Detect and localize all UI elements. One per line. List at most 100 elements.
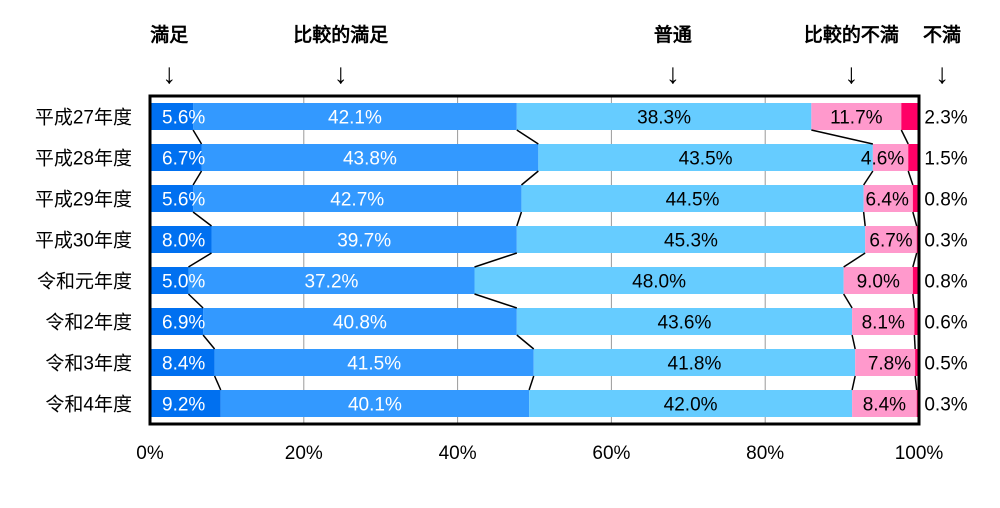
legend-header: 不満 (923, 24, 961, 46)
arrow-down-icon: ↓ (666, 58, 680, 89)
series-line (862, 211, 866, 227)
data-label: 40.8% (333, 313, 387, 334)
bar-segment (516, 103, 812, 130)
data-label: 8.0% (162, 231, 205, 252)
bar-segment (908, 144, 920, 171)
series-line (202, 334, 216, 350)
series-line (811, 129, 874, 145)
series-line (914, 375, 918, 391)
data-label: 11.7% (830, 108, 883, 129)
bar-segment (863, 185, 913, 212)
bar-segment (214, 349, 534, 376)
series-line (912, 293, 916, 309)
data-label: 6.7% (869, 231, 912, 252)
data-label: 5.0% (162, 272, 205, 293)
bar-segment (150, 349, 215, 376)
x-tick-label: 40% (439, 443, 477, 464)
bar-segment (150, 185, 194, 212)
data-label: 43.6% (658, 313, 712, 334)
legend-header: 比較的満足 (293, 23, 389, 46)
bar-segment (914, 308, 919, 335)
series-line (528, 375, 535, 391)
series-line (188, 252, 212, 268)
data-label: 0.8% (924, 272, 967, 293)
legend-header: 満足 (150, 24, 189, 46)
series-line (520, 170, 539, 186)
data-label: 37.2% (305, 272, 359, 293)
category-label: 平成30年度 (35, 230, 132, 252)
bar-segment (865, 226, 917, 253)
category-label: 令和2年度 (45, 312, 132, 334)
series-line (192, 170, 203, 186)
bar-segment (811, 103, 902, 130)
data-label: 8.1% (862, 313, 905, 334)
series-line (900, 129, 909, 145)
data-label: 0.3% (924, 231, 967, 252)
category-label: 令和3年度 (45, 353, 132, 375)
series-line (843, 252, 866, 268)
data-label: 39.7% (337, 231, 391, 252)
data-label: 9.2% (162, 395, 205, 416)
data-label: 6.4% (866, 190, 909, 211)
series-line (851, 375, 856, 391)
series-line (474, 293, 518, 309)
bar-segment (516, 226, 866, 253)
series-line (192, 129, 203, 145)
bar-segment (855, 349, 916, 376)
bar-segment (211, 226, 517, 253)
bar-segment (150, 308, 204, 335)
bar-segment (529, 390, 853, 417)
bar-segment (201, 144, 539, 171)
bar-segment (150, 226, 212, 253)
data-label: 5.6% (162, 108, 205, 129)
arrow-down-icon: ↓ (334, 58, 348, 89)
bar-segment (538, 144, 873, 171)
series-line (187, 293, 204, 309)
plot-frame (148, 94, 921, 426)
data-label: 45.3% (664, 231, 718, 252)
data-label: 0.8% (924, 190, 967, 211)
bar-segment (843, 267, 913, 294)
data-label: 7.8% (868, 354, 911, 375)
arrow-down-icon: ↓ (162, 58, 176, 89)
bar-segment (521, 185, 864, 212)
bar-segment (912, 185, 919, 212)
bar-segment (150, 267, 189, 294)
data-label: 0.3% (924, 395, 967, 416)
arrow-down-icon: ↓ (935, 58, 949, 89)
series-line (851, 334, 856, 350)
data-label: 5.6% (162, 190, 205, 211)
data-label: 38.3% (637, 108, 691, 129)
data-label: 6.7% (162, 149, 205, 170)
data-label: 40.1% (348, 395, 402, 416)
series-line (912, 211, 918, 227)
bar-segment (912, 267, 919, 294)
series-line (516, 211, 523, 227)
data-label: 0.6% (924, 313, 967, 334)
x-tick-label: 100% (895, 443, 944, 464)
data-label: 48.0% (632, 272, 686, 293)
bar-segment (193, 103, 517, 130)
bar-segment (188, 267, 475, 294)
data-label: 4.6% (861, 149, 904, 170)
bar-segment (150, 144, 202, 171)
series-line (213, 375, 222, 391)
data-label: 43.5% (679, 149, 733, 170)
data-label: 8.4% (863, 395, 906, 416)
series-line (912, 252, 918, 268)
category-label: 平成28年度 (35, 148, 132, 170)
series-line (913, 334, 916, 350)
series-line (474, 252, 518, 268)
category-label: 平成29年度 (35, 189, 132, 211)
data-label: 42.1% (328, 108, 382, 129)
bar-segment (852, 308, 915, 335)
bar-segment (150, 103, 194, 130)
arrow-down-icon: ↓ (844, 58, 858, 89)
category-label: 令和4年度 (45, 394, 132, 416)
series-line (516, 129, 539, 145)
data-label: 42.0% (664, 395, 718, 416)
bar-segment (203, 308, 517, 335)
category-label: 平成27年度 (35, 107, 132, 129)
bar-segment (872, 144, 909, 171)
